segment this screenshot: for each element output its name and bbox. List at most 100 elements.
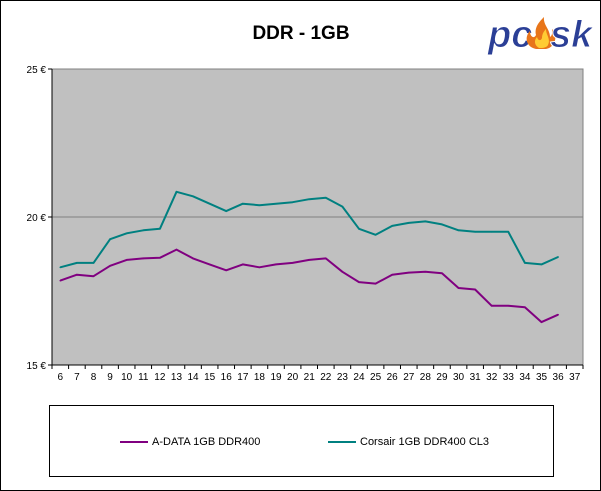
data-point-adata-16 (225, 269, 228, 272)
data-point-corsair-30 (457, 229, 460, 232)
x-tick-label-27: 27 (403, 372, 415, 383)
data-point-adata-23 (341, 270, 344, 273)
data-point-adata-18 (258, 266, 261, 269)
data-point-corsair-33 (507, 231, 510, 233)
y-tick-label-15: 15 € (27, 361, 47, 372)
data-point-corsair-7 (76, 262, 78, 264)
data-point-corsair-18 (258, 204, 261, 206)
y-tick-label-25: 25 € (27, 65, 47, 76)
x-tick-label-21: 21 (304, 372, 316, 383)
data-point-adata-29 (441, 272, 443, 275)
legend-label-adata: A-DATA 1GB DDR400 (152, 436, 261, 448)
data-point-adata-34 (524, 306, 526, 309)
data-point-adata-20 (291, 262, 294, 264)
x-tick-label-13: 13 (171, 372, 183, 383)
data-point-corsair-22 (324, 196, 327, 199)
data-point-corsair-9 (109, 238, 111, 240)
data-point-adata-35 (540, 321, 543, 323)
data-point-corsair-28 (424, 220, 427, 223)
data-point-adata-15 (208, 263, 211, 266)
legend-label-corsair: Corsair 1GB DDR400 CL3 (360, 436, 489, 448)
data-point-adata-36 (557, 313, 559, 316)
data-point-corsair-15 (208, 202, 211, 205)
x-tick-label-17: 17 (237, 372, 249, 383)
data-point-corsair-36 (557, 256, 559, 258)
data-point-adata-27 (407, 271, 410, 274)
data-point-corsair-35 (540, 263, 543, 266)
legend-swatch-adata (120, 441, 148, 443)
data-point-corsair-13 (175, 191, 178, 193)
data-point-adata-30 (457, 287, 460, 289)
x-tick-label-36: 36 (553, 372, 565, 383)
x-tick-label-18: 18 (254, 372, 266, 383)
data-point-corsair-31 (474, 231, 476, 233)
data-point-corsair-8 (92, 262, 95, 264)
data-point-adata-17 (242, 263, 244, 266)
y-axis-ticks: 15 € 20 € 25 € (27, 65, 52, 372)
data-point-adata-9 (109, 265, 111, 267)
x-tick-label-29: 29 (436, 372, 448, 383)
logo-text-left: pc (487, 14, 532, 56)
x-tick-label-37: 37 (569, 372, 581, 383)
x-tick-label-16: 16 (221, 372, 233, 383)
x-tick-label-7: 7 (74, 372, 80, 383)
data-point-corsair-20 (291, 201, 294, 203)
chart-title: DDR - 1GB (252, 23, 350, 44)
data-point-adata-31 (474, 288, 476, 291)
data-point-adata-21 (308, 259, 311, 261)
data-point-corsair-27 (407, 222, 410, 224)
x-tick-label-28: 28 (420, 372, 432, 383)
x-tick-label-26: 26 (387, 372, 399, 383)
data-point-corsair-11 (142, 229, 145, 232)
data-point-adata-32 (490, 305, 493, 307)
data-point-adata-22 (324, 257, 327, 260)
data-point-adata-7 (76, 273, 78, 276)
x-tick-label-9: 9 (107, 372, 113, 383)
data-point-corsair-6 (59, 266, 62, 269)
x-tick-label-12: 12 (154, 372, 166, 383)
data-point-adata-12 (159, 257, 161, 259)
data-point-adata-26 (391, 273, 393, 276)
x-tick-label-35: 35 (536, 372, 548, 383)
data-point-corsair-14 (192, 195, 194, 198)
x-tick-label-32: 32 (486, 372, 498, 383)
data-point-adata-8 (92, 275, 95, 278)
data-point-corsair-24 (358, 228, 360, 230)
data-point-corsair-12 (159, 228, 161, 230)
data-point-corsair-26 (391, 225, 393, 227)
data-point-corsair-21 (308, 198, 311, 201)
data-point-adata-13 (175, 248, 178, 251)
x-tick-label-19: 19 (270, 372, 282, 383)
data-point-adata-6 (59, 279, 62, 282)
data-point-adata-24 (358, 281, 360, 283)
data-point-corsair-17 (242, 202, 244, 205)
x-tick-label-34: 34 (519, 372, 531, 383)
y-tick-label-20: 20 € (27, 213, 47, 224)
data-point-adata-28 (424, 270, 427, 273)
data-series (59, 190, 559, 324)
x-tick-label-23: 23 (337, 372, 349, 383)
x-tick-label-30: 30 (453, 372, 465, 383)
x-tick-label-31: 31 (470, 372, 482, 383)
data-point-adata-11 (142, 257, 145, 260)
x-axis-ticks: 6 7 8 9 10 11 12 13 14 15 16 17 18 19 20 21 22 23 24 25 26 27… (51, 365, 584, 383)
legend-swatch-corsair (328, 441, 356, 443)
x-tick-label-10: 10 (121, 372, 133, 383)
data-point-corsair-23 (341, 205, 344, 208)
data-point-corsair-34 (524, 262, 526, 264)
data-point-adata-19 (275, 263, 277, 266)
data-point-adata-25 (374, 282, 377, 285)
data-point-adata-14 (192, 257, 194, 260)
data-point-corsair-29 (441, 223, 443, 226)
data-point-corsair-16 (225, 210, 228, 212)
data-point-corsair-19 (275, 202, 277, 205)
legend: A-DATA 1GB DDR400 Corsair 1GB DDR400 CL3 (49, 405, 554, 477)
data-point-adata-33 (507, 305, 510, 307)
data-point-corsair-10 (125, 232, 128, 235)
logo-text-right: sk (550, 14, 594, 56)
data-point-corsair-32 (490, 231, 493, 233)
x-tick-label-33: 33 (503, 372, 515, 383)
x-tick-label-15: 15 (204, 372, 216, 383)
